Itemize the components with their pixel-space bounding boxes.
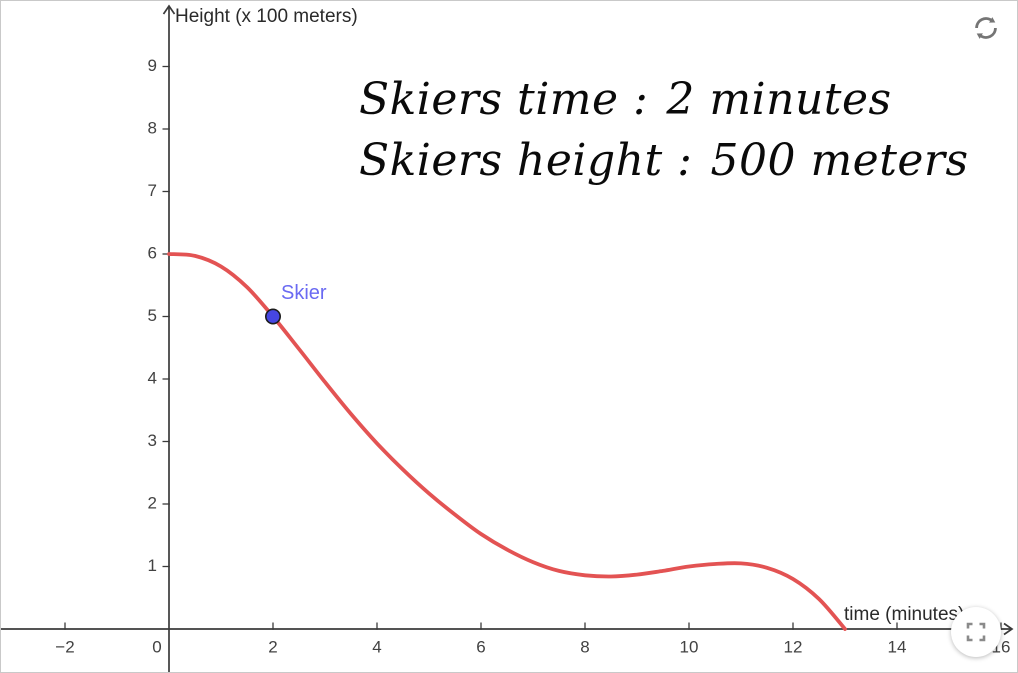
caption-time-value: 2 minutes [666, 74, 892, 125]
x-tick-label: 12 [784, 637, 803, 656]
refresh-icon [975, 16, 997, 39]
y-tick-label: 9 [148, 56, 157, 75]
skier-point[interactable] [264, 308, 281, 325]
caption-block: Skiers time : 2 minutes Skiers height : … [359, 69, 969, 191]
reset-button[interactable] [969, 12, 1003, 46]
caption-height-label: Skiers height : [359, 135, 693, 186]
y-tick-label: 2 [148, 493, 157, 512]
y-tick-label: 8 [148, 118, 157, 137]
caption-line-height: Skiers height : 500 meters [359, 130, 969, 191]
x-axis-title: time (minutes) [844, 604, 965, 625]
x-tick-label: 2 [268, 637, 277, 656]
x-tick-label: 8 [580, 637, 589, 656]
y-tick-label: 1 [148, 556, 157, 575]
x-tick-label: 14 [888, 637, 907, 656]
y-tick-label: 5 [148, 306, 157, 325]
caption-height-value: 500 meters [710, 135, 969, 186]
caption-time-label: Skiers time : [359, 74, 649, 125]
y-tick-label: 4 [148, 368, 157, 387]
fullscreen-button[interactable] [951, 607, 1001, 657]
height-curve[interactable] [167, 252, 847, 631]
x-axis-arrow [1003, 622, 1014, 636]
y-axis-arrow [162, 4, 176, 15]
y-tick-label: 7 [148, 181, 157, 200]
y-axis-title: Height (x 100 meters) [175, 6, 358, 27]
x-tick-label: 6 [476, 637, 485, 656]
fullscreen-icon [966, 622, 986, 642]
caption-line-time: Skiers time : 2 minutes [359, 69, 969, 130]
skier-point-label: Skier [281, 282, 327, 304]
y-tick-label: 6 [148, 243, 157, 262]
x-tick-label: −2 [55, 637, 74, 656]
x-tick-label: 10 [680, 637, 699, 656]
x-tick-label: 0 [152, 637, 161, 656]
y-tick-label: 3 [148, 431, 157, 450]
x-tick-label: 4 [372, 637, 381, 656]
